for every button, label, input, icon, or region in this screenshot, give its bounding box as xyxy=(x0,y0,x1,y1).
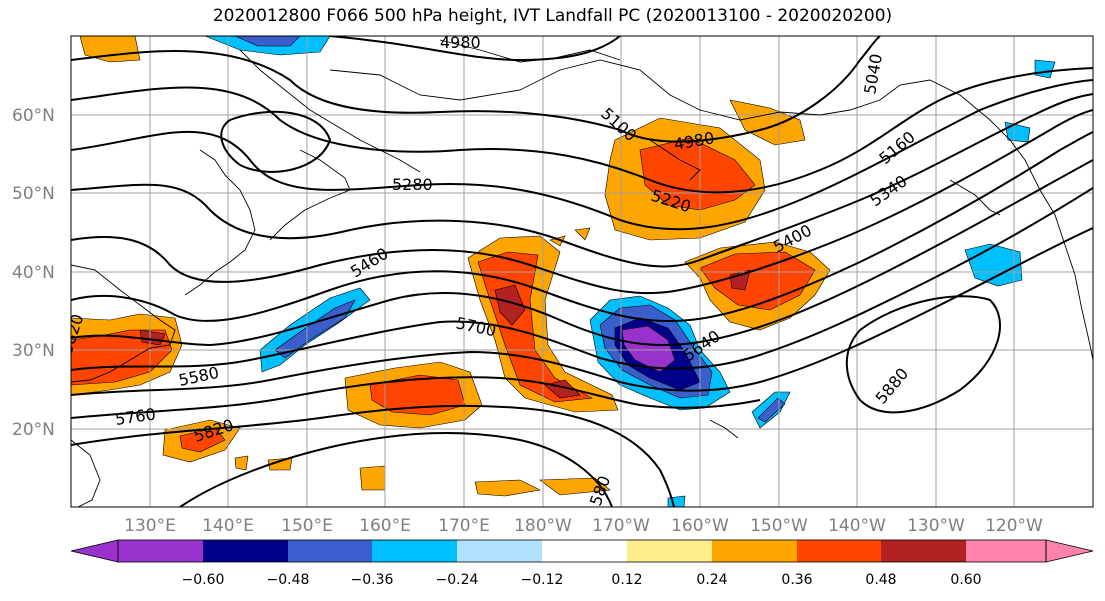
lon-label: 180°W xyxy=(514,516,572,536)
lon-label: 140°E xyxy=(202,516,254,536)
colorbar-tick-label: −0.48 xyxy=(267,572,310,588)
longitude-labels: 130°E 140°E 150°E 160°E 170°E 180°W 170°… xyxy=(124,516,1043,536)
colorbar-arrow-low xyxy=(70,539,119,563)
lat-label: 30°N xyxy=(12,341,55,361)
colorbar-tick-label: 0.60 xyxy=(950,572,981,588)
colorbar-segment xyxy=(881,540,966,562)
contour-label: 5280 xyxy=(392,175,433,194)
lon-label: 160°E xyxy=(359,516,411,536)
ivt-positive-fields xyxy=(71,36,831,497)
colorbar-tick-label: −0.24 xyxy=(436,572,479,588)
colorbar-segment xyxy=(797,540,881,562)
lon-label: 140°W xyxy=(828,516,886,536)
colorbar-segment xyxy=(372,540,457,562)
colorbar-tick-label: −0.36 xyxy=(351,572,394,588)
colorbar-tick-label: 0.36 xyxy=(781,572,812,588)
colorbar-tick-label: 0.48 xyxy=(865,572,896,588)
lon-label: 150°W xyxy=(750,516,808,536)
colorbar-segment xyxy=(288,540,372,562)
lon-label: 170°E xyxy=(438,516,490,536)
colorbar-segment xyxy=(966,540,1046,562)
colorbar-tick-label: 0.12 xyxy=(611,572,642,588)
lon-label: 160°W xyxy=(671,516,729,536)
map-title: 2020012800 F066 500 hPa height, IVT Land… xyxy=(212,6,893,26)
lon-label: 120°W xyxy=(985,516,1043,536)
colorbar-segment xyxy=(627,540,712,562)
lon-label: 150°E xyxy=(281,516,333,536)
lat-label: 20°N xyxy=(12,420,55,440)
colorbar-ticks: −0.60 −0.48 −0.36 −0.24 −0.12 0.12 0.24 … xyxy=(182,572,982,588)
lat-label: 40°N xyxy=(12,263,55,283)
lat-label: 60°N xyxy=(12,106,55,126)
map-frame xyxy=(70,35,1094,508)
colorbar-segment xyxy=(542,540,627,562)
colorbar-segment xyxy=(457,540,542,562)
colorbar-tick-label: 0.24 xyxy=(696,572,727,588)
lat-label: 50°N xyxy=(12,184,55,204)
lon-label: 130°W xyxy=(907,516,965,536)
colorbar-tick-label: −0.12 xyxy=(521,572,564,588)
colorbar-segment xyxy=(118,540,203,562)
height-contours xyxy=(71,36,1093,507)
map-area: 4980 4980 5040 5100 5160 5220 5280 5340 … xyxy=(71,33,1093,507)
colorbar-segment xyxy=(712,540,797,562)
colorbar: −0.60 −0.48 −0.36 −0.24 −0.12 0.12 0.24 … xyxy=(70,539,1094,588)
lon-label: 170°W xyxy=(592,516,650,536)
latitude-labels: 60°N 50°N 40°N 30°N 20°N xyxy=(12,106,55,440)
colorbar-arrow-high xyxy=(1045,539,1094,563)
contour-label: 4980 xyxy=(440,33,481,52)
lon-label: 130°E xyxy=(124,516,176,536)
coastlines xyxy=(71,39,1093,507)
colorbar-tick-label: −0.60 xyxy=(182,572,225,588)
ivt-negative-fields xyxy=(204,36,1056,507)
colorbar-segment xyxy=(203,540,288,562)
